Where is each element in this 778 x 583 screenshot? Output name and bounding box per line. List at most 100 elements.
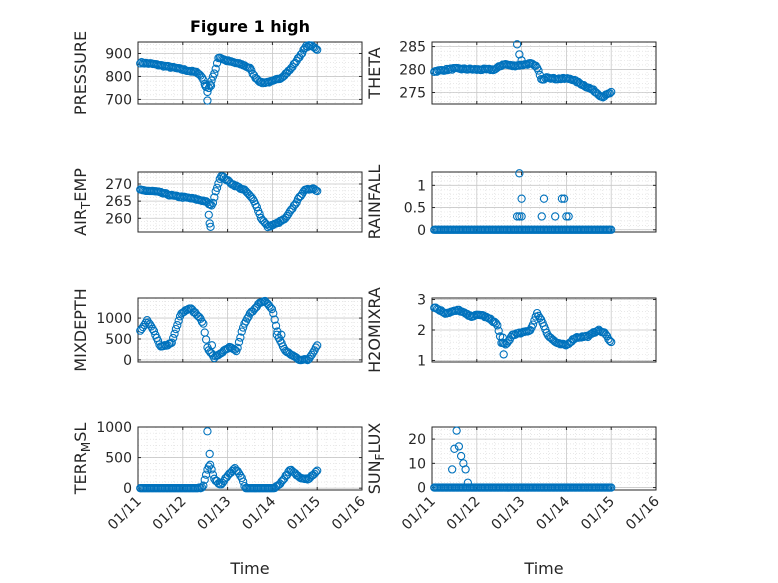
data-point — [247, 193, 256, 202]
data-point — [205, 219, 214, 228]
y-axis-label: SUNFLUX — [365, 423, 387, 495]
data-point — [284, 348, 293, 357]
x-tick-label: 01/12 — [444, 494, 484, 534]
data-point — [512, 40, 522, 49]
y-tick-label: 1 — [417, 353, 426, 369]
x-tick-label: 01/12 — [150, 494, 190, 534]
y-tick-label: 20 — [408, 432, 426, 448]
data-point — [207, 341, 217, 350]
x-tick-label: 01/14 — [533, 493, 573, 533]
y-tick-label: 10 — [408, 456, 426, 472]
y-tick-label: 0 — [417, 481, 426, 497]
data-point — [498, 333, 507, 342]
data-point — [605, 336, 614, 346]
data-point — [203, 427, 212, 436]
data-point — [193, 311, 203, 321]
data-point — [267, 304, 277, 314]
x-axis-label: Time — [523, 559, 563, 578]
data-point — [237, 473, 246, 483]
data-point — [203, 96, 212, 105]
data-point — [210, 474, 219, 483]
data-point — [169, 333, 178, 343]
data-point — [241, 187, 251, 196]
data-point — [280, 71, 289, 80]
y-tick-label: 270 — [105, 177, 132, 193]
data-point — [313, 186, 322, 196]
y-tick-label: 900 — [105, 46, 132, 62]
data-point — [461, 465, 470, 474]
data-point — [286, 63, 296, 73]
x-tick-label: 01/13 — [489, 494, 529, 534]
y-axis-label: AIRTEMP — [71, 168, 93, 236]
y-tick-label: 500 — [105, 451, 132, 467]
data-point — [243, 314, 252, 323]
data-point — [311, 467, 320, 477]
x-axis-label: Time — [229, 559, 269, 578]
data-point — [607, 87, 616, 97]
data-point — [159, 341, 168, 351]
data-point — [277, 330, 286, 339]
y-axis-label: TERRMSL — [71, 423, 93, 496]
data-point — [173, 321, 182, 330]
y-tick-label: 275 — [399, 86, 426, 102]
data-point — [201, 81, 210, 90]
data-point — [208, 198, 218, 208]
data-point — [282, 211, 292, 221]
data-point — [204, 210, 213, 220]
data-point — [196, 71, 205, 80]
data-point — [199, 319, 208, 328]
y-tick-label: 3 — [417, 293, 426, 309]
y-axis-label: H2OMIXRA — [365, 287, 384, 373]
data-point — [214, 179, 223, 188]
data-point — [225, 469, 234, 478]
data-point — [293, 194, 303, 204]
data-point — [204, 462, 213, 471]
data-point — [494, 326, 503, 335]
subplot-sun_flux: 0 10 20 01/11 01/12 01/13 01/14 01/15 01/16 SUNFL… — [365, 423, 663, 578]
data-point — [310, 43, 319, 52]
data-point — [211, 64, 220, 73]
axes-box — [137, 426, 363, 491]
data-point — [269, 309, 278, 318]
subplot-pressure: 700 800 900 PRESSURE Figure 1 high — [71, 17, 363, 115]
data-point — [225, 177, 234, 186]
data-point — [296, 50, 305, 59]
data-point — [197, 317, 207, 326]
data-point — [278, 475, 288, 485]
data-point — [201, 335, 211, 344]
data-point — [311, 343, 320, 352]
data-point — [138, 322, 148, 332]
data-point — [604, 335, 613, 344]
data-point — [200, 475, 209, 484]
x-tick-label: 01/13 — [195, 494, 235, 534]
data-point — [537, 212, 546, 221]
data-point — [210, 69, 219, 78]
data-point — [207, 76, 216, 85]
data-point — [206, 81, 216, 90]
data-point — [601, 330, 610, 339]
data-point — [450, 444, 459, 453]
y-tick-label: 500 — [105, 332, 132, 348]
data-point — [534, 66, 543, 75]
y-axis-label: PRESSURE — [71, 31, 90, 115]
data-point — [487, 65, 497, 74]
data-point — [223, 471, 233, 480]
data-point — [512, 212, 522, 221]
x-tick-label: 01/16 — [623, 493, 663, 533]
y-tick-label: 260 — [105, 211, 132, 227]
x-tick-label: 01/16 — [329, 493, 369, 533]
y-tick-label: 700 — [105, 92, 132, 108]
y-tick-label: 280 — [399, 63, 426, 79]
data-point — [454, 442, 464, 451]
data-point — [270, 315, 279, 324]
data-point — [236, 333, 245, 342]
data-point — [277, 73, 286, 82]
data-point — [463, 478, 472, 487]
data-point — [499, 350, 508, 359]
data-point — [560, 194, 569, 203]
data-point — [234, 183, 244, 192]
y-tick-label: 265 — [105, 194, 132, 210]
data-point — [234, 469, 244, 478]
data-point — [307, 350, 316, 359]
